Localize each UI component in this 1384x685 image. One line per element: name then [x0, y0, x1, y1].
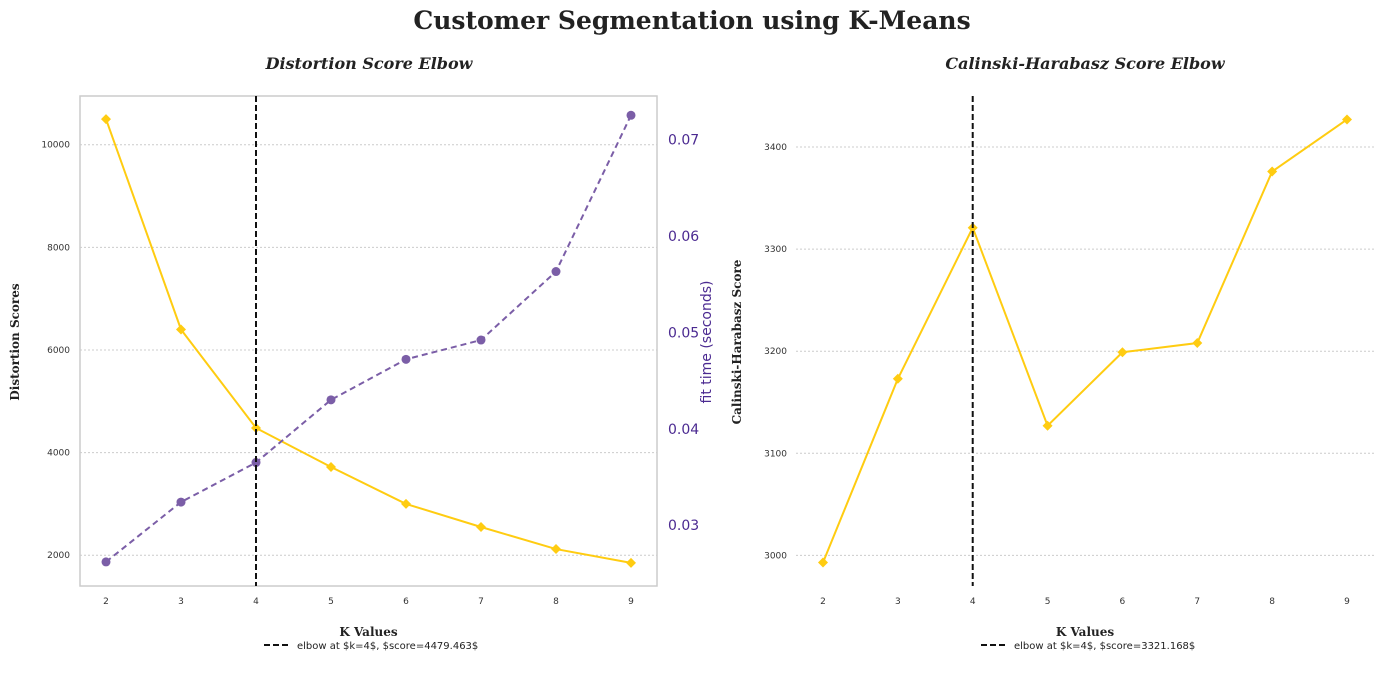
fit-time-point — [101, 557, 111, 567]
x-axis-label: K Values — [1056, 625, 1115, 639]
score-point — [1342, 114, 1352, 125]
x-tick-label: 4 — [253, 597, 259, 607]
score-point — [176, 324, 186, 335]
score-point — [818, 557, 828, 568]
x-tick-label: 5 — [328, 597, 334, 607]
x-tick-label: 6 — [1120, 597, 1126, 607]
score-point — [551, 544, 561, 555]
x-tick-label: 2 — [103, 597, 109, 607]
y-tick-label: 3100 — [764, 449, 787, 459]
y-tick-label: 3200 — [764, 347, 787, 357]
score-point — [1267, 166, 1278, 177]
score-point — [892, 373, 903, 384]
y2-tick-label: 0.06 — [668, 229, 699, 245]
score-point — [401, 498, 411, 509]
y-tick-label: 10000 — [41, 141, 70, 151]
fit-time-point — [251, 458, 261, 468]
score-point — [1192, 338, 1203, 349]
score-point — [1042, 420, 1053, 431]
score-point — [1117, 347, 1128, 358]
fit-time-point — [401, 354, 411, 364]
x-tick-label: 4 — [970, 597, 976, 607]
x-tick-label: 5 — [1045, 597, 1051, 607]
y-tick-label: 3300 — [764, 245, 787, 255]
fit-time-point — [551, 267, 561, 277]
y-axis-label: Calinski-Harabasz Score — [730, 259, 744, 424]
score-point — [251, 422, 261, 433]
fit-time-point — [476, 335, 486, 345]
x-tick-label: 8 — [1269, 597, 1275, 607]
x-tick-label: 2 — [820, 597, 826, 607]
y-tick-label: 4000 — [47, 449, 70, 459]
score-line — [105, 118, 632, 564]
score-point — [626, 557, 636, 568]
y-tick-label: 6000 — [47, 346, 70, 356]
x-tick-label: 8 — [553, 597, 559, 607]
calinski-harabasz-elbow-panel: 3000 3100 3200 3300 3400 2 3 4 5 6 7 8 9 Calinski-Har… — [730, 54, 1374, 652]
fit-time-line — [105, 114, 632, 563]
y-tick-label: 3400 — [764, 143, 787, 153]
y2-axis-label: fit time (seconds) — [699, 281, 715, 404]
score-line — [822, 118, 1348, 563]
x-tick-label: 9 — [1344, 597, 1350, 607]
score-point — [326, 461, 336, 472]
fit-time-point — [626, 110, 636, 120]
fit-time-point — [176, 497, 186, 507]
y2-tick-label: 0.07 — [668, 132, 699, 148]
panel-title: Distortion Score Elbow — [265, 54, 474, 73]
distortion-elbow-panel: 2000 4000 6000 8000 10000 2 3 4 5 6 7 8 9 0.03 0.04 0.0… — [8, 54, 715, 652]
x-axis-label: K Values — [339, 625, 398, 639]
plot-frame — [79, 95, 658, 587]
y2-tick-label: 0.03 — [668, 518, 699, 534]
x-tick-label: 3 — [178, 597, 184, 607]
panel-title: Calinski-Harabasz Score Elbow — [945, 54, 1225, 73]
legend-label: elbow at $k=4$, $score=4479.463$ — [297, 641, 478, 652]
y2-tick-label: 0.05 — [668, 325, 699, 341]
y2-tick-label: 0.04 — [668, 422, 699, 438]
x-tick-label: 3 — [895, 597, 901, 607]
y-tick-label: 8000 — [47, 243, 70, 253]
x-tick-label: 7 — [478, 597, 484, 607]
score-point — [101, 114, 111, 125]
x-tick-label: 6 — [403, 597, 409, 607]
legend-label: elbow at $k=4$, $score=3321.168$ — [1014, 641, 1195, 652]
fit-time-point — [326, 395, 336, 405]
score-point — [476, 521, 486, 532]
x-tick-label: 7 — [1194, 597, 1200, 607]
y-tick-label: 2000 — [47, 551, 70, 561]
x-tick-label: 9 — [628, 597, 634, 607]
y-axis-label: Distortion Scores — [8, 283, 22, 401]
figure-title: Customer Segmentation using K-Means — [413, 6, 970, 35]
y-tick-label: 3000 — [764, 551, 787, 561]
